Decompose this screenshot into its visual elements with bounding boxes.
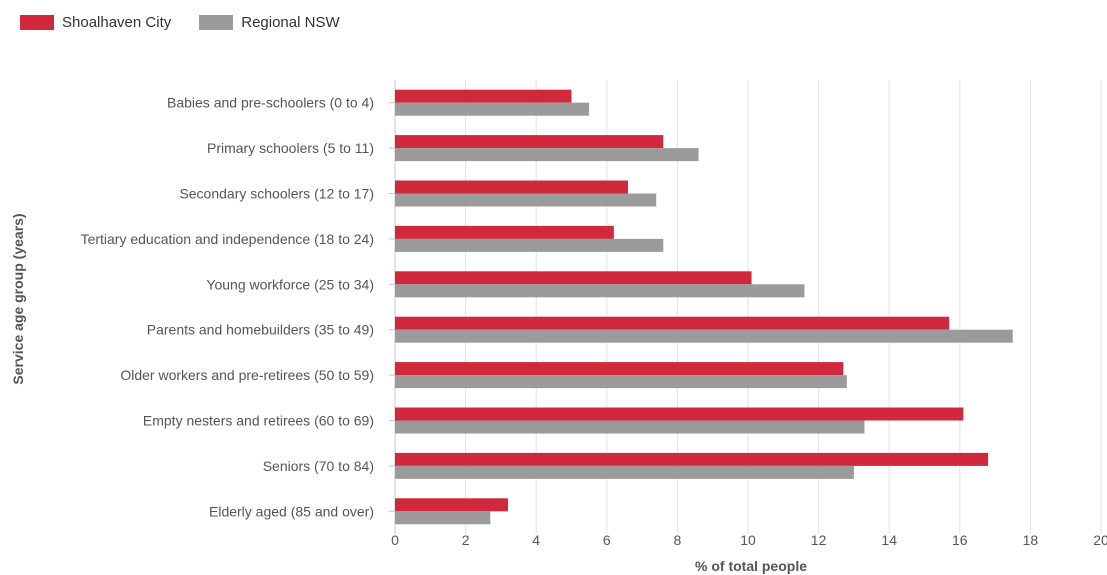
x-tick-label: 6 xyxy=(603,532,611,548)
x-tick-label: 4 xyxy=(532,532,540,548)
bars xyxy=(395,89,1013,525)
x-axis-title: % of total people xyxy=(695,558,807,574)
x-tick-label: 0 xyxy=(391,532,399,548)
legend-label-regional-nsw: Regional NSW xyxy=(241,14,340,31)
x-tick-label: 20 xyxy=(1093,532,1107,548)
bar-shoalhaven[interactable] xyxy=(395,180,628,194)
category-label: Secondary schoolers (12 to 17) xyxy=(179,186,374,202)
x-tick-label: 12 xyxy=(811,532,827,548)
category-label: Older workers and pre-retirees (50 to 59… xyxy=(120,367,374,383)
category-label: Empty nesters and retirees (60 to 69) xyxy=(143,413,374,429)
category-label: Parents and homebuilders (35 to 49) xyxy=(147,322,374,338)
bar-shoalhaven[interactable] xyxy=(395,362,844,376)
bar-shoalhaven[interactable] xyxy=(395,407,964,421)
y-axis-title: Service age group (years) xyxy=(10,213,26,384)
x-tick-labels: 0 2 4 6 8 10 12 14 16 18 20 xyxy=(391,532,1107,548)
category-label: Elderly aged (85 and over) xyxy=(209,503,374,519)
category-label: Babies and pre-schoolers (0 to 4) xyxy=(167,95,374,111)
bar-regional-nsw[interactable] xyxy=(395,420,865,434)
x-tick-label: 14 xyxy=(881,532,897,548)
category-label: Tertiary education and independence (18 … xyxy=(81,231,374,247)
bar-shoalhaven[interactable] xyxy=(395,316,950,330)
x-tick-label: 2 xyxy=(462,532,470,548)
bar-regional-nsw[interactable] xyxy=(395,284,805,298)
bar-shoalhaven[interactable] xyxy=(395,89,572,103)
bar-shoalhaven[interactable] xyxy=(395,225,614,239)
bar-shoalhaven[interactable] xyxy=(395,135,664,149)
bar-shoalhaven[interactable] xyxy=(395,452,989,466)
x-tick-label: 18 xyxy=(1023,532,1039,548)
bar-regional-nsw[interactable] xyxy=(395,193,657,207)
x-tick-label: 16 xyxy=(952,532,968,548)
legend-swatch-regional-nsw xyxy=(199,15,234,30)
bar-shoalhaven[interactable] xyxy=(395,498,508,512)
legend-label-shoalhaven: Shoalhaven City xyxy=(62,14,172,31)
category-label: Young workforce (25 to 34) xyxy=(206,276,374,292)
bar-regional-nsw[interactable] xyxy=(395,238,664,252)
legend-swatch-shoalhaven xyxy=(20,15,54,30)
x-tick-label: 10 xyxy=(740,532,756,548)
bar-regional-nsw[interactable] xyxy=(395,329,1013,343)
x-tick-label: 8 xyxy=(674,532,682,548)
category-label: Seniors (70 to 84) xyxy=(263,458,374,474)
legend-item-regional-nsw[interactable]: Regional NSW xyxy=(199,14,340,31)
legend-item-shoalhaven[interactable]: Shoalhaven City xyxy=(20,14,171,31)
category-labels: Babies and pre-schoolers (0 to 4) Primary… xyxy=(81,95,374,520)
bar-regional-nsw[interactable] xyxy=(395,375,847,389)
bar-regional-nsw[interactable] xyxy=(395,102,590,116)
bar-regional-nsw[interactable] xyxy=(395,465,854,479)
bar-shoalhaven[interactable] xyxy=(395,271,752,285)
category-label: Primary schoolers (5 to 11) xyxy=(207,140,374,156)
bar-regional-nsw[interactable] xyxy=(395,148,699,162)
bar-regional-nsw[interactable] xyxy=(395,511,491,525)
legend: Shoalhaven City Regional NSW xyxy=(20,14,368,31)
